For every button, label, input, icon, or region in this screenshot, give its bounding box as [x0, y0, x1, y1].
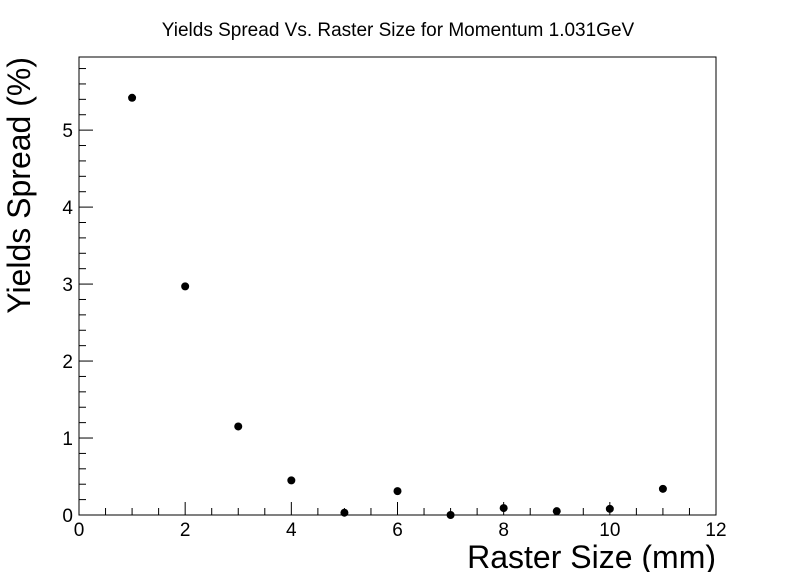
x-tick-label: 12 [705, 520, 726, 541]
y-axis-ticks [79, 68, 93, 516]
data-point [234, 422, 243, 431]
x-tick-label: 8 [498, 520, 509, 541]
data-point [446, 511, 455, 519]
data-point [181, 282, 190, 291]
y-tick-label: 1 [62, 429, 73, 450]
x-axis-tick-labels: 0 2 4 6 8 10 12 [74, 520, 727, 541]
data-point [340, 508, 349, 517]
data-point [499, 504, 508, 513]
x-tick-label: 2 [180, 520, 191, 541]
data-point [128, 93, 137, 102]
data-point [287, 476, 296, 485]
chart-title: Yields Spread Vs. Raster Size for Moment… [162, 20, 635, 41]
y-axis-tick-labels: 0 1 2 3 4 5 [62, 121, 73, 527]
y-tick-label: 0 [62, 506, 73, 527]
x-axis-title: Raster Size (mm) [467, 539, 716, 572]
x-tick-label: 6 [392, 520, 403, 541]
data-point [393, 487, 402, 496]
x-tick-label: 10 [599, 520, 620, 541]
y-tick-label: 3 [62, 275, 73, 296]
y-axis-title: Yields Spread (%) [1, 57, 37, 314]
y-tick-label: 5 [62, 121, 73, 142]
y-tick-label: 2 [62, 352, 73, 373]
y-tick-label: 4 [62, 198, 73, 219]
data-point [605, 504, 614, 513]
data-points [128, 93, 667, 519]
data-point [658, 484, 667, 493]
x-tick-label: 0 [74, 520, 85, 541]
x-tick-label: 4 [286, 520, 297, 541]
data-point [552, 507, 561, 516]
